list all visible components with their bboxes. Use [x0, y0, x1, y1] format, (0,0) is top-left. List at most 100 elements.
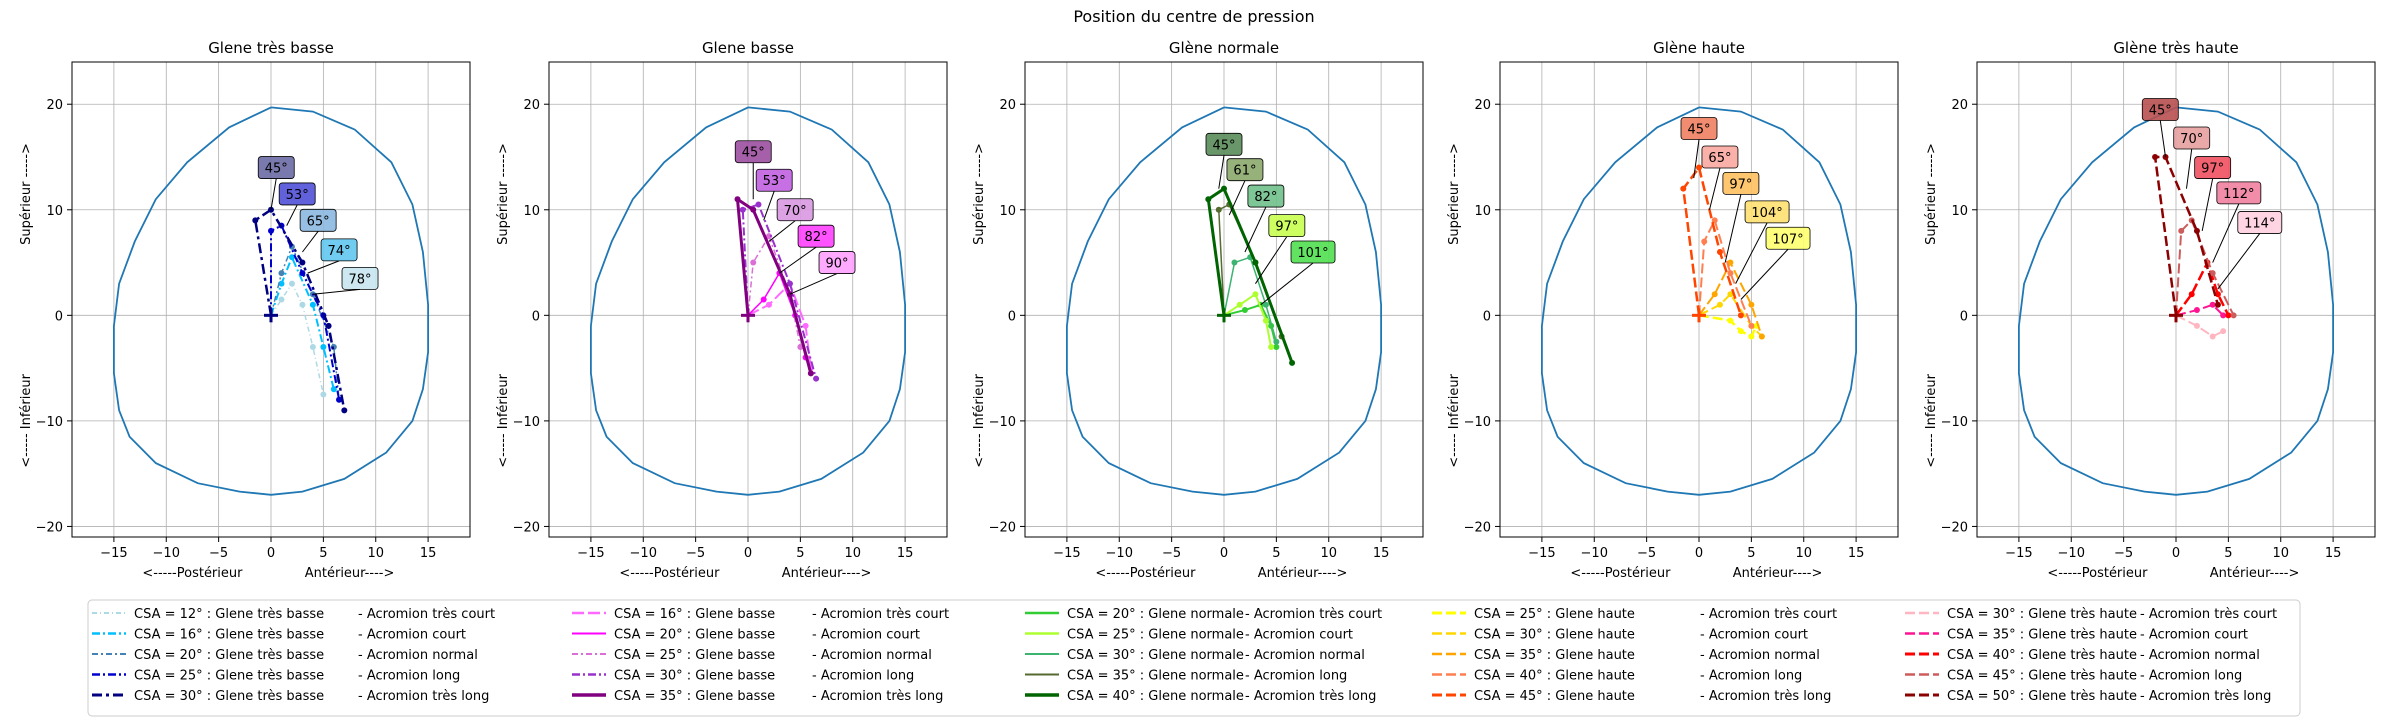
- legend-label: - Acromion très court: [1245, 607, 1382, 622]
- annotation-box: [1205, 132, 1243, 156]
- annotation-box: [1722, 171, 1760, 195]
- x-tick-label: 5: [319, 546, 327, 561]
- annotation-label: 65°: [1708, 151, 1731, 166]
- chart-title: Glène normale: [1169, 39, 1279, 57]
- annotation-leader: [1244, 206, 1267, 253]
- y-axis-label-top: Supérieur ----->: [496, 143, 511, 245]
- annotation-leader: [1693, 139, 1700, 179]
- annotation-leader: [2185, 148, 2193, 189]
- annotation-box: [1680, 117, 1718, 140]
- legend-label: - Acromion très court: [812, 607, 949, 622]
- legend-label: CSA = 30° : Glene très haute: [1947, 607, 2137, 622]
- annotation-leader: [1260, 262, 1314, 306]
- data-point: [765, 233, 772, 240]
- data-point: [1680, 185, 1687, 192]
- annotation-leader: [1708, 167, 1721, 210]
- legend-label: CSA = 30° : Glene normale: [1067, 648, 1244, 663]
- x-tick-label: 10: [1795, 546, 1812, 561]
- chart-title: Glène très haute: [2113, 39, 2238, 57]
- annotation-label: 90°: [826, 257, 849, 272]
- data-point: [1252, 259, 1259, 266]
- data-point: [268, 227, 274, 234]
- series-line: [270, 282, 325, 395]
- annotation-label: 82°: [1254, 190, 1277, 205]
- annotation-box: [2173, 126, 2211, 150]
- data-point: [786, 280, 793, 287]
- legend-label: - Acromion normal: [1245, 648, 1365, 663]
- legend-label: - Acromion normal: [2140, 648, 2260, 663]
- series-line: [2175, 314, 2224, 338]
- legend-label: - Acromion long: [358, 669, 460, 684]
- annotation-label: 107°: [1772, 232, 1803, 247]
- legend-label: CSA = 30° : Glene basse: [614, 669, 775, 684]
- annotation-leader: [302, 231, 319, 253]
- legend-label: CSA = 16° : Glene très basse: [134, 628, 324, 643]
- data-point: [2214, 291, 2221, 298]
- legend-label: - Acromion court: [2140, 628, 2248, 643]
- series-line: [270, 254, 335, 390]
- legend-label: CSA = 40° : Glene très haute: [1947, 648, 2137, 663]
- data-point: [320, 344, 327, 350]
- x-tick-label: 0: [2172, 546, 2180, 561]
- y-axis-label-top: Supérieur ----->: [19, 143, 34, 245]
- legend-label: - Acromion court: [812, 628, 920, 643]
- y-tick-label: 0: [1008, 309, 1016, 324]
- y-tick-label: 20: [1951, 98, 1968, 113]
- data-point: [278, 280, 285, 287]
- x-axis-label-right: Antérieur---->: [2210, 566, 2300, 581]
- y-tick-label: −10: [1464, 415, 1491, 430]
- data-point: [1236, 301, 1243, 308]
- data-point: [1241, 307, 1248, 314]
- series-line: [270, 224, 341, 400]
- y-axis-label-bottom: <----- Inférieur: [19, 373, 34, 467]
- annotation-box: [755, 168, 793, 192]
- y-axis-label-top: Supérieur ----->: [1447, 143, 1462, 245]
- data-point: [1748, 301, 1755, 308]
- data-point: [802, 322, 809, 329]
- x-axis-label-right: Antérieur---->: [305, 566, 395, 581]
- annotation-label: 53°: [763, 174, 786, 189]
- legend-label: CSA = 25° : Glene basse: [614, 648, 775, 663]
- data-point: [1701, 238, 1708, 245]
- annotation-label: 112°: [2223, 187, 2254, 202]
- legend-label: CSA = 25° : Glene normale: [1067, 628, 1244, 643]
- y-tick-label: 0: [1960, 309, 1968, 324]
- annotation-label: 74°: [328, 244, 351, 259]
- annotation-leader: [768, 220, 796, 242]
- y-tick-label: 0: [532, 309, 540, 324]
- legend-label: - Acromion très long: [2140, 689, 2271, 704]
- annotation-leader: [763, 191, 775, 221]
- legend-label: CSA = 20° : Glene basse: [614, 628, 775, 643]
- data-point: [1262, 317, 1269, 324]
- annotation-label: 61°: [1233, 164, 1256, 179]
- y-tick-label: 20: [523, 98, 540, 113]
- annotation-box: [1247, 184, 1285, 208]
- annotation-label: 82°: [805, 230, 828, 245]
- data-point: [813, 375, 820, 382]
- x-tick-label: −15: [1528, 546, 1555, 561]
- annotation-box: [1744, 200, 1790, 224]
- data-point: [299, 259, 306, 266]
- annotation-leader: [2201, 178, 2214, 231]
- annotation-label: 97°: [2201, 162, 2224, 177]
- data-point: [1758, 333, 1765, 340]
- x-axis-label-left: <-----Postérieur: [619, 566, 720, 581]
- data-point: [2193, 227, 2200, 234]
- data-point: [1748, 333, 1755, 340]
- y-tick-label: 10: [46, 204, 63, 219]
- annotation-label: 45°: [742, 146, 765, 161]
- annotation-box: [2237, 211, 2283, 234]
- data-point: [288, 254, 295, 261]
- legend-label: - Acromion très long: [1245, 689, 1376, 704]
- series-line: [741, 203, 818, 379]
- x-tick-label: 5: [1747, 546, 1755, 561]
- x-tick-label: 10: [367, 546, 384, 561]
- annotation-box: [797, 224, 835, 248]
- annotation-box: [299, 208, 337, 232]
- annotation-leader: [286, 204, 298, 226]
- data-point: [1727, 270, 1734, 277]
- chart-panel-4: 45° 70° 97° 112° 114° −15 −10 −5 0 5 10 15 −20 −10 0 10…: [1924, 39, 2376, 581]
- annotation-label: 53°: [286, 188, 309, 203]
- x-tick-label: −5: [2114, 546, 2133, 561]
